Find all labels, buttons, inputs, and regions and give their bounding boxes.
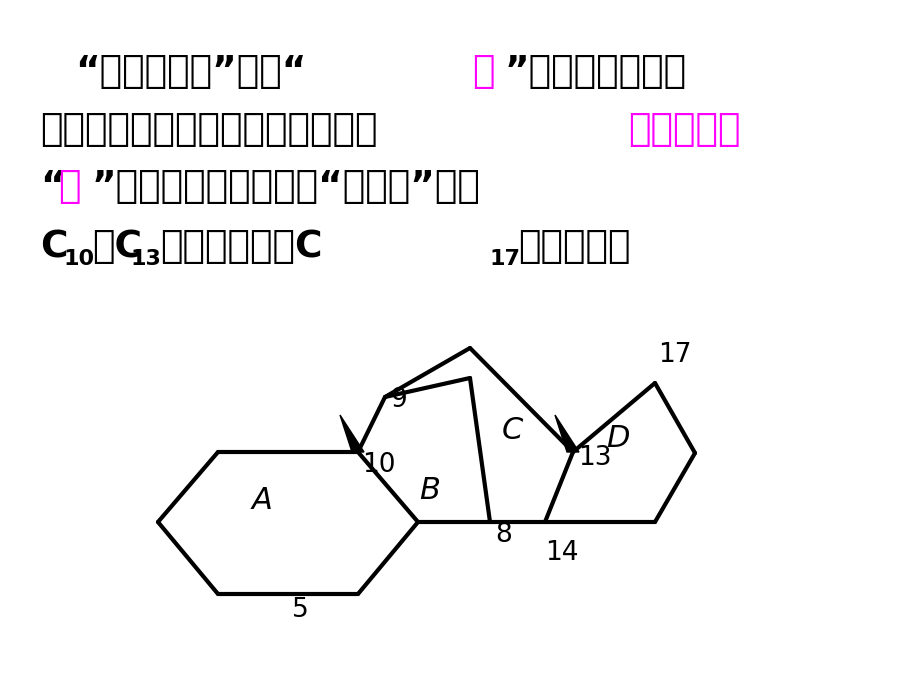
Text: 位的侧链。: 位的侧链。	[517, 229, 630, 265]
Text: 17: 17	[490, 249, 520, 269]
Text: 17: 17	[657, 342, 691, 368]
Text: 10: 10	[62, 249, 94, 269]
Text: 四个稠合环: 四个稠合环	[628, 112, 740, 148]
Text: 田: 田	[58, 169, 81, 205]
Text: 5: 5	[291, 597, 308, 623]
Text: “眨体化合物”中的“: “眨体化合物”中的“	[75, 54, 306, 90]
Text: ”字很形象化地表: ”字很形象化地表	[505, 54, 686, 90]
Text: 13: 13	[130, 249, 162, 269]
Text: 、C: 、C	[92, 229, 142, 265]
Text: 8: 8	[494, 522, 511, 548]
Text: 示了这类化合物的骨架，即在含有: 示了这类化合物的骨架，即在含有	[40, 112, 377, 148]
Text: C: C	[40, 229, 67, 265]
Text: ”字上面连有三个支链“《《《”。即: ”字上面连有三个支链“《《《”。即	[92, 169, 481, 205]
Text: 眨: 眨	[471, 54, 494, 90]
Text: 13: 13	[577, 445, 611, 471]
Polygon shape	[554, 415, 578, 452]
Text: A: A	[251, 486, 272, 515]
Text: “: “	[40, 169, 64, 205]
Text: C: C	[501, 415, 522, 444]
Text: 上的角甲基和C: 上的角甲基和C	[160, 229, 323, 265]
Text: 9: 9	[390, 387, 406, 413]
Text: 10: 10	[361, 452, 395, 478]
Polygon shape	[340, 415, 364, 452]
Text: D: D	[606, 424, 630, 453]
Text: 14: 14	[544, 540, 578, 566]
Text: B: B	[419, 475, 440, 504]
